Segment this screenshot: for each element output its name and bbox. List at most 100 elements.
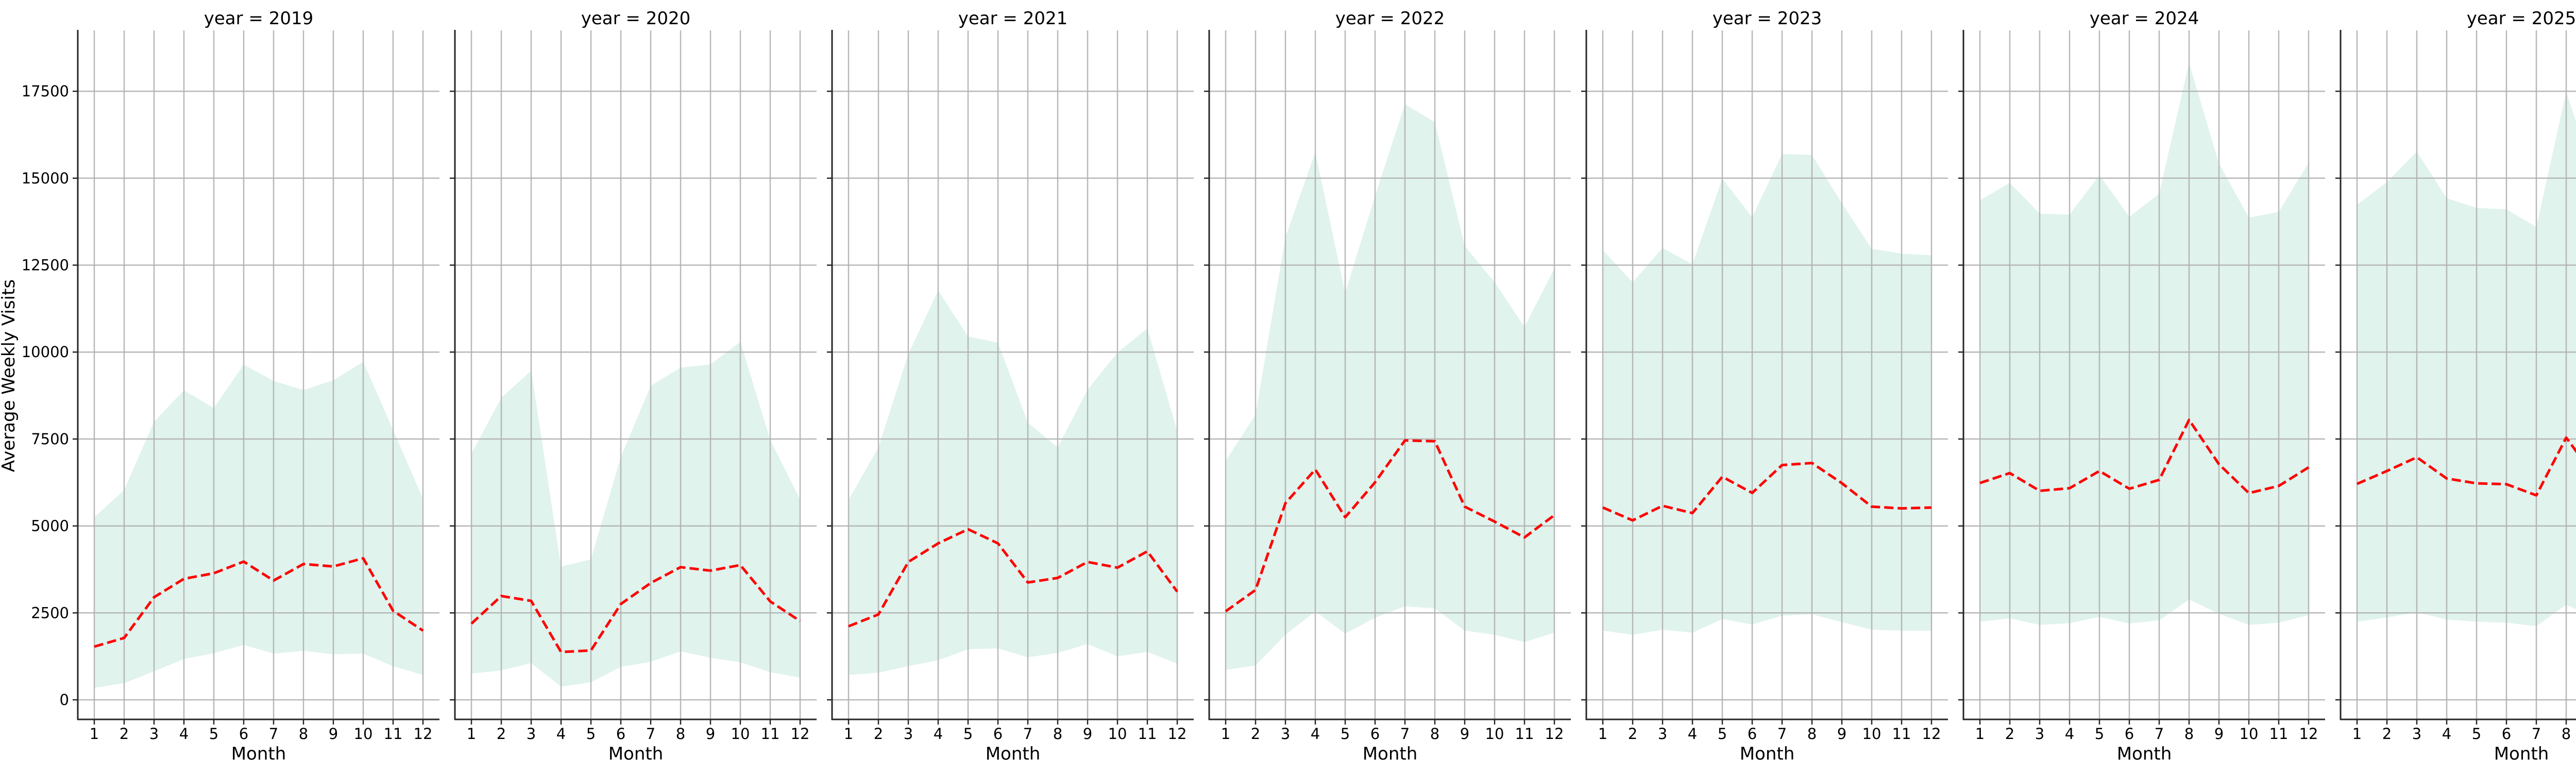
x-tick-label: 6 — [993, 725, 1003, 743]
x-tick-label: 4 — [2442, 725, 2451, 743]
x-axis-label: Month — [2117, 744, 2172, 764]
x-tick-label: 8 — [2562, 725, 2571, 743]
percentile-band — [1603, 154, 1931, 635]
median-line — [1225, 439, 1555, 613]
x-tick-label: 7 — [1023, 725, 1032, 743]
x-tick-label: 11 — [1138, 725, 1157, 743]
x-tick-label: 6 — [2502, 725, 2511, 743]
x-tick-label: 8 — [1053, 725, 1062, 743]
x-tick-label: 7 — [2155, 725, 2164, 743]
x-tick-label: 8 — [1807, 725, 1817, 743]
x-tick-label: 3 — [149, 725, 159, 743]
facet-panel: year = 2025123456789101112Month — [2335, 8, 2576, 764]
x-tick-label: 12 — [1545, 725, 1564, 743]
x-tick-label: 5 — [586, 725, 596, 743]
panel-title: year = 2024 — [2090, 8, 2199, 29]
x-tick-label: 5 — [1718, 725, 1727, 743]
y-tick-label: 7500 — [31, 430, 69, 448]
percentile-band — [2357, 92, 2576, 627]
x-tick-label: 11 — [761, 725, 780, 743]
x-tick-label: 1 — [844, 725, 853, 743]
x-tick-label: 3 — [527, 725, 536, 743]
percentile-band — [849, 290, 1177, 675]
x-tick-label: 8 — [676, 725, 685, 743]
percentile-band — [94, 362, 423, 688]
x-tick-label: 2 — [1251, 725, 1260, 743]
panel-title: year = 2025 — [2467, 8, 2576, 29]
x-tick-label: 1 — [1221, 725, 1230, 743]
x-tick-label: 7 — [646, 725, 655, 743]
x-tick-label: 9 — [706, 725, 715, 743]
x-tick-label: 4 — [1311, 725, 1320, 743]
panel-title: year = 2023 — [1713, 8, 1822, 29]
panel-title: year = 2019 — [204, 8, 313, 29]
x-tick-label: 5 — [1341, 725, 1350, 743]
median-line — [2357, 436, 2576, 497]
y-tick-label: 10000 — [22, 343, 69, 361]
x-tick-label: 8 — [2184, 725, 2194, 743]
y-tick-label: 5000 — [31, 517, 69, 535]
x-tick-label: 10 — [1485, 725, 1504, 743]
y-tick-label: 12500 — [22, 257, 69, 274]
x-tick-label: 1 — [1975, 725, 1985, 743]
x-tick-label: 9 — [329, 725, 338, 743]
x-tick-label: 12 — [1922, 725, 1941, 743]
x-tick-label: 10 — [1862, 725, 1882, 743]
x-tick-label: 3 — [904, 725, 913, 743]
x-tick-label: 2 — [2382, 725, 2392, 743]
x-tick-label: 7 — [2532, 725, 2541, 743]
x-tick-label: 5 — [209, 725, 218, 743]
x-tick-label: 3 — [1281, 725, 1290, 743]
x-tick-label: 5 — [2472, 725, 2481, 743]
y-tick-label: 0 — [60, 691, 69, 709]
x-tick-label: 1 — [2352, 725, 2362, 743]
x-tick-label: 4 — [179, 725, 189, 743]
x-tick-label: 3 — [1658, 725, 1667, 743]
gridlines — [1963, 30, 2325, 719]
x-tick-label: 10 — [2240, 725, 2259, 743]
x-tick-label: 7 — [1400, 725, 1410, 743]
x-tick-label: 1 — [467, 725, 476, 743]
y-tick-label: 17500 — [22, 82, 69, 100]
x-tick-label: 10 — [731, 725, 750, 743]
facet-panels: year = 2019 0 2500 5000 7500 10000 12500 15000 1… — [22, 8, 2576, 764]
panel-title: year = 2020 — [581, 8, 690, 29]
x-tick-label: 9 — [1460, 725, 1469, 743]
x-tick-label: 2 — [2005, 725, 2014, 743]
x-tick-label: 1 — [90, 725, 99, 743]
x-axis-label: Month — [1740, 744, 1795, 764]
x-tick-label: 3 — [2412, 725, 2421, 743]
x-tick-label: 4 — [1688, 725, 1697, 743]
median-line — [470, 564, 801, 653]
x-tick-label: 11 — [1515, 725, 1534, 743]
x-tick-label: 5 — [2095, 725, 2104, 743]
gridlines — [2341, 30, 2576, 719]
x-axis-label: Month — [986, 744, 1041, 764]
x-tick-label: 6 — [239, 725, 248, 743]
gridlines — [1586, 30, 1948, 719]
percentile-band — [1980, 63, 2309, 625]
x-tick-label: 6 — [2125, 725, 2134, 743]
x-tick-label: 9 — [2214, 725, 2224, 743]
x-tick-label: 5 — [963, 725, 973, 743]
x-tick-label: 12 — [1168, 725, 1187, 743]
x-tick-label: 10 — [1108, 725, 1127, 743]
x-tick-label: 2 — [497, 725, 506, 743]
y-tick-label: 2500 — [31, 604, 69, 621]
x-tick-label: 4 — [934, 725, 943, 743]
median-line — [848, 528, 1179, 628]
x-tick-label: 11 — [384, 725, 403, 743]
x-tick-label: 7 — [269, 725, 278, 743]
x-tick-label: 12 — [791, 725, 810, 743]
facet-panel: year = 2019 0 2500 5000 7500 10000 12500 15000 1… — [22, 8, 439, 764]
x-tick-label: 2 — [1628, 725, 1637, 743]
x-tick-label: 4 — [2065, 725, 2074, 743]
x-tick-label: 12 — [2299, 725, 2318, 743]
percentile-band — [1226, 104, 1554, 670]
x-axis-label: Month — [1363, 744, 1418, 764]
median-line — [1979, 418, 2310, 495]
